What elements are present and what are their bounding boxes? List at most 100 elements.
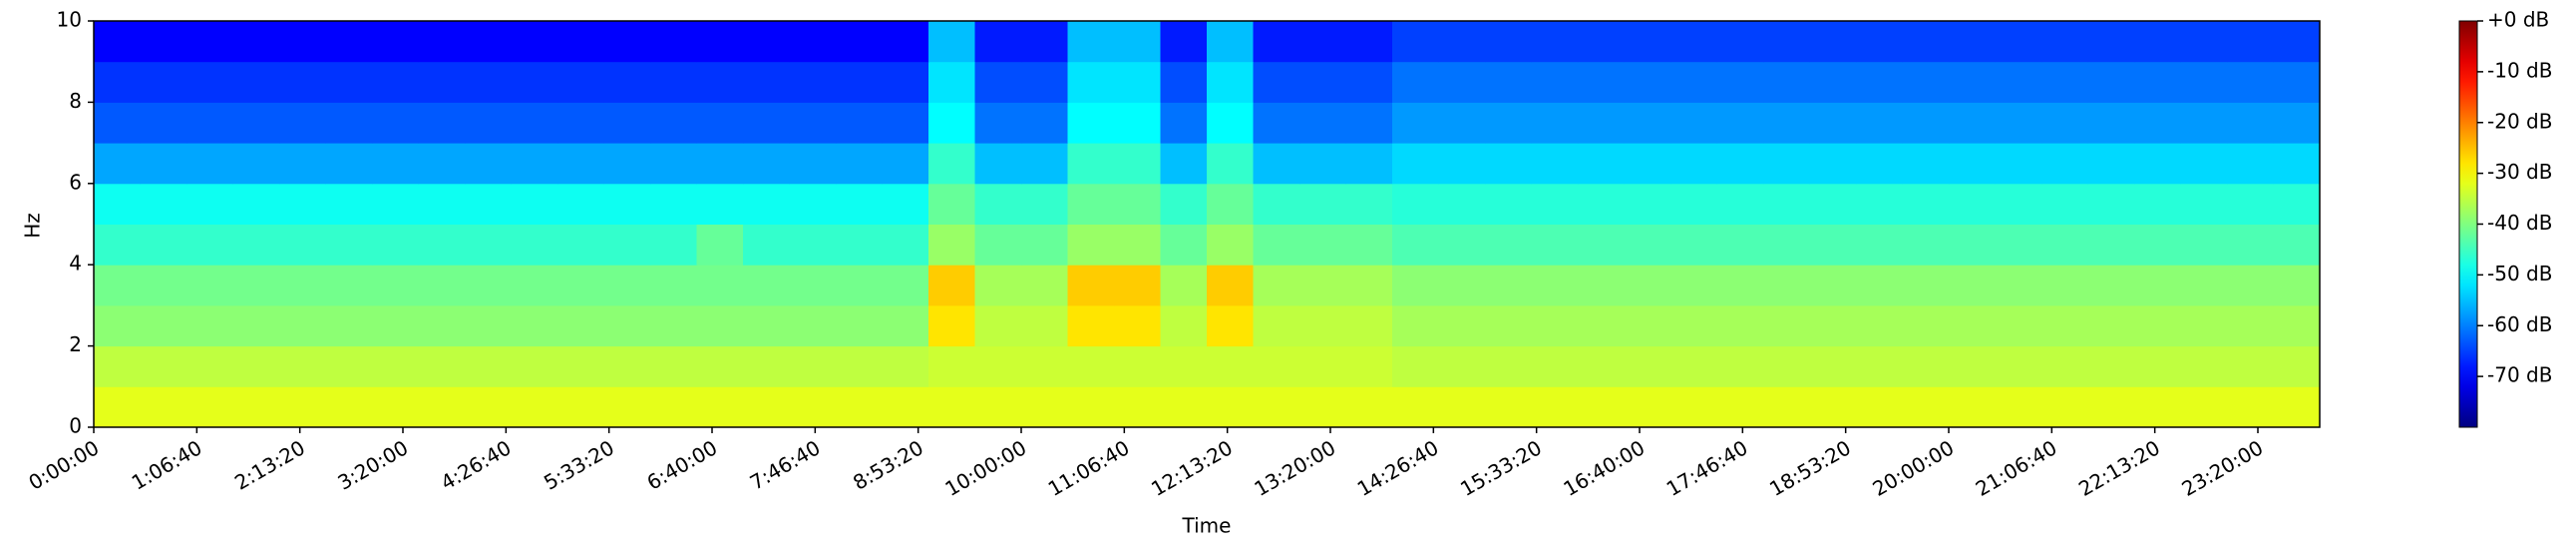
heatmap-cell	[372, 265, 419, 306]
heatmap-cell	[1114, 143, 1161, 185]
heatmap-cell	[1485, 224, 1532, 266]
heatmap-cell	[882, 183, 929, 225]
heatmap-cell	[1716, 345, 1764, 387]
heatmap-cell	[2041, 265, 2088, 306]
heatmap-cell	[232, 21, 280, 63]
heatmap-cell	[696, 345, 744, 387]
heatmap-cell	[1114, 61, 1161, 103]
heatmap-cell	[1809, 224, 1857, 266]
heatmap-cell	[1716, 102, 1764, 144]
heatmap-cell	[1995, 61, 2042, 103]
heatmap-cell	[836, 61, 883, 103]
heatmap-cell	[2273, 345, 2321, 387]
heatmap-cell	[279, 143, 326, 185]
heatmap-cell	[743, 102, 790, 144]
heatmap-cell	[603, 102, 651, 144]
heatmap-cell	[186, 61, 233, 103]
heatmap-cell	[557, 21, 604, 63]
heatmap-cell	[928, 102, 975, 144]
heatmap-cell	[325, 183, 373, 225]
heatmap-cell	[2134, 265, 2181, 306]
heatmap-cell	[2180, 224, 2228, 266]
y-tick-label: 0	[69, 414, 82, 438]
heatmap-cell	[557, 304, 604, 347]
heatmap-cell	[1949, 143, 1996, 185]
heatmap-cell	[650, 304, 697, 347]
heatmap-cell	[836, 183, 883, 225]
heatmap-cell	[1207, 304, 1254, 347]
heatmap-cell	[789, 386, 837, 428]
heatmap-cell	[186, 304, 233, 347]
heatmap-cell	[511, 224, 558, 266]
heatmap-cell	[2134, 61, 2181, 103]
heatmap-cell	[743, 183, 790, 225]
heatmap-cell	[140, 224, 187, 266]
heatmap-cell	[1856, 183, 1903, 225]
heatmap-cell	[1207, 143, 1254, 185]
heatmap-cell	[1207, 183, 1254, 225]
heatmap-cell	[1624, 386, 1671, 428]
heatmap-cell	[836, 304, 883, 347]
heatmap-cell	[418, 386, 466, 428]
heatmap-cell	[325, 345, 373, 387]
heatmap-cell	[465, 183, 512, 225]
heatmap-cell	[603, 345, 651, 387]
heatmap-cell	[1809, 143, 1857, 185]
heatmap-cell	[1392, 143, 1439, 185]
heatmap-cell	[1809, 345, 1857, 387]
x-tick-label: 15:33:20	[1456, 435, 1546, 501]
heatmap-cell	[1160, 21, 1208, 63]
heatmap-cell	[557, 61, 604, 103]
heatmap-cell	[1670, 345, 1717, 387]
x-tick-label: 17:46:40	[1662, 435, 1752, 501]
heatmap-cell	[1067, 183, 1115, 225]
heatmap-cell	[1670, 143, 1717, 185]
heatmap-cell	[1253, 143, 1300, 185]
heatmap-cell	[418, 265, 466, 306]
heatmap-cell	[974, 304, 1022, 347]
heatmap-cell	[1485, 143, 1532, 185]
heatmap-cell	[232, 224, 280, 266]
heatmap-cell	[1949, 224, 1996, 266]
heatmap-cell	[1670, 61, 1717, 103]
heatmap-cell	[882, 345, 929, 387]
heatmap-cell	[186, 265, 233, 306]
heatmap-cell	[882, 61, 929, 103]
heatmap-cell	[2227, 61, 2274, 103]
heatmap-cell	[372, 183, 419, 225]
heatmap-cell	[325, 386, 373, 428]
heatmap-cell	[1670, 21, 1717, 63]
heatmap-cell	[325, 102, 373, 144]
heatmap-cell	[1949, 386, 1996, 428]
heatmap-cell	[1949, 21, 1996, 63]
heatmap-cell	[1624, 102, 1671, 144]
heatmap-cell	[1531, 21, 1579, 63]
heatmap-cell	[1763, 224, 1810, 266]
x-tick-label: 6:40:00	[642, 435, 721, 494]
colorbar-tick-label: -50 dB	[2487, 262, 2552, 285]
heatmap-cell	[650, 143, 697, 185]
heatmap-cell	[882, 102, 929, 144]
heatmap-cell	[418, 102, 466, 144]
heatmap-cell	[465, 386, 512, 428]
x-tick-label: 22:13:20	[2074, 435, 2164, 501]
heatmap-cell	[696, 386, 744, 428]
heatmap-cell	[1995, 102, 2042, 144]
heatmap-cell	[2134, 21, 2181, 63]
heatmap-cell	[1067, 21, 1115, 63]
heatmap-cell	[2041, 183, 2088, 225]
heatmap-cell	[1345, 386, 1393, 428]
heatmap-cell	[2041, 143, 2088, 185]
heatmap-cell	[1067, 61, 1115, 103]
heatmap-cell	[1809, 102, 1857, 144]
heatmap-cell	[1438, 386, 1486, 428]
heatmap-cell	[1345, 345, 1393, 387]
x-tick-label: 20:00:00	[1868, 435, 1958, 501]
heatmap-cell	[279, 183, 326, 225]
colorbar-tick-label: -10 dB	[2487, 58, 2552, 82]
heatmap-cell	[1949, 183, 1996, 225]
heatmap-cell	[1763, 304, 1810, 347]
x-tick-label: 7:46:40	[746, 435, 825, 494]
heatmap-cell	[1531, 102, 1579, 144]
heatmap-cell	[140, 102, 187, 144]
